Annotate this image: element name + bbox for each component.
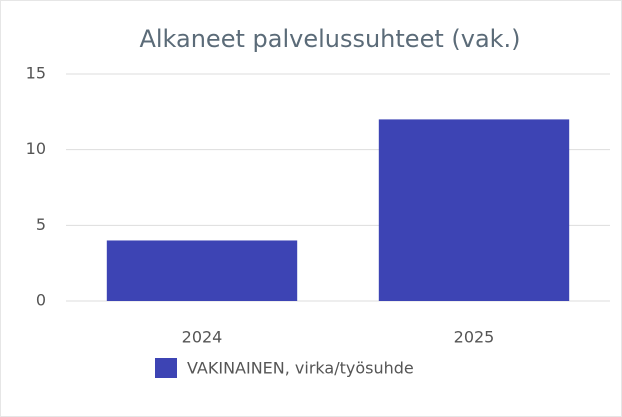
chart-title: Alkaneet palvelussuhteet (vak.) [139, 25, 520, 53]
x-tick-label: 2025 [454, 328, 495, 347]
y-tick-label: 15 [26, 64, 46, 83]
y-tick-label: 5 [36, 215, 46, 234]
bar [106, 240, 298, 301]
y-tick-label: 0 [36, 291, 46, 310]
legend-label: VAKINAINEN, virka/työsuhde [187, 359, 414, 378]
bar [378, 119, 570, 302]
x-tick-label: 2024 [182, 328, 223, 347]
y-tick-label: 10 [26, 139, 46, 158]
legend-swatch [155, 358, 177, 378]
